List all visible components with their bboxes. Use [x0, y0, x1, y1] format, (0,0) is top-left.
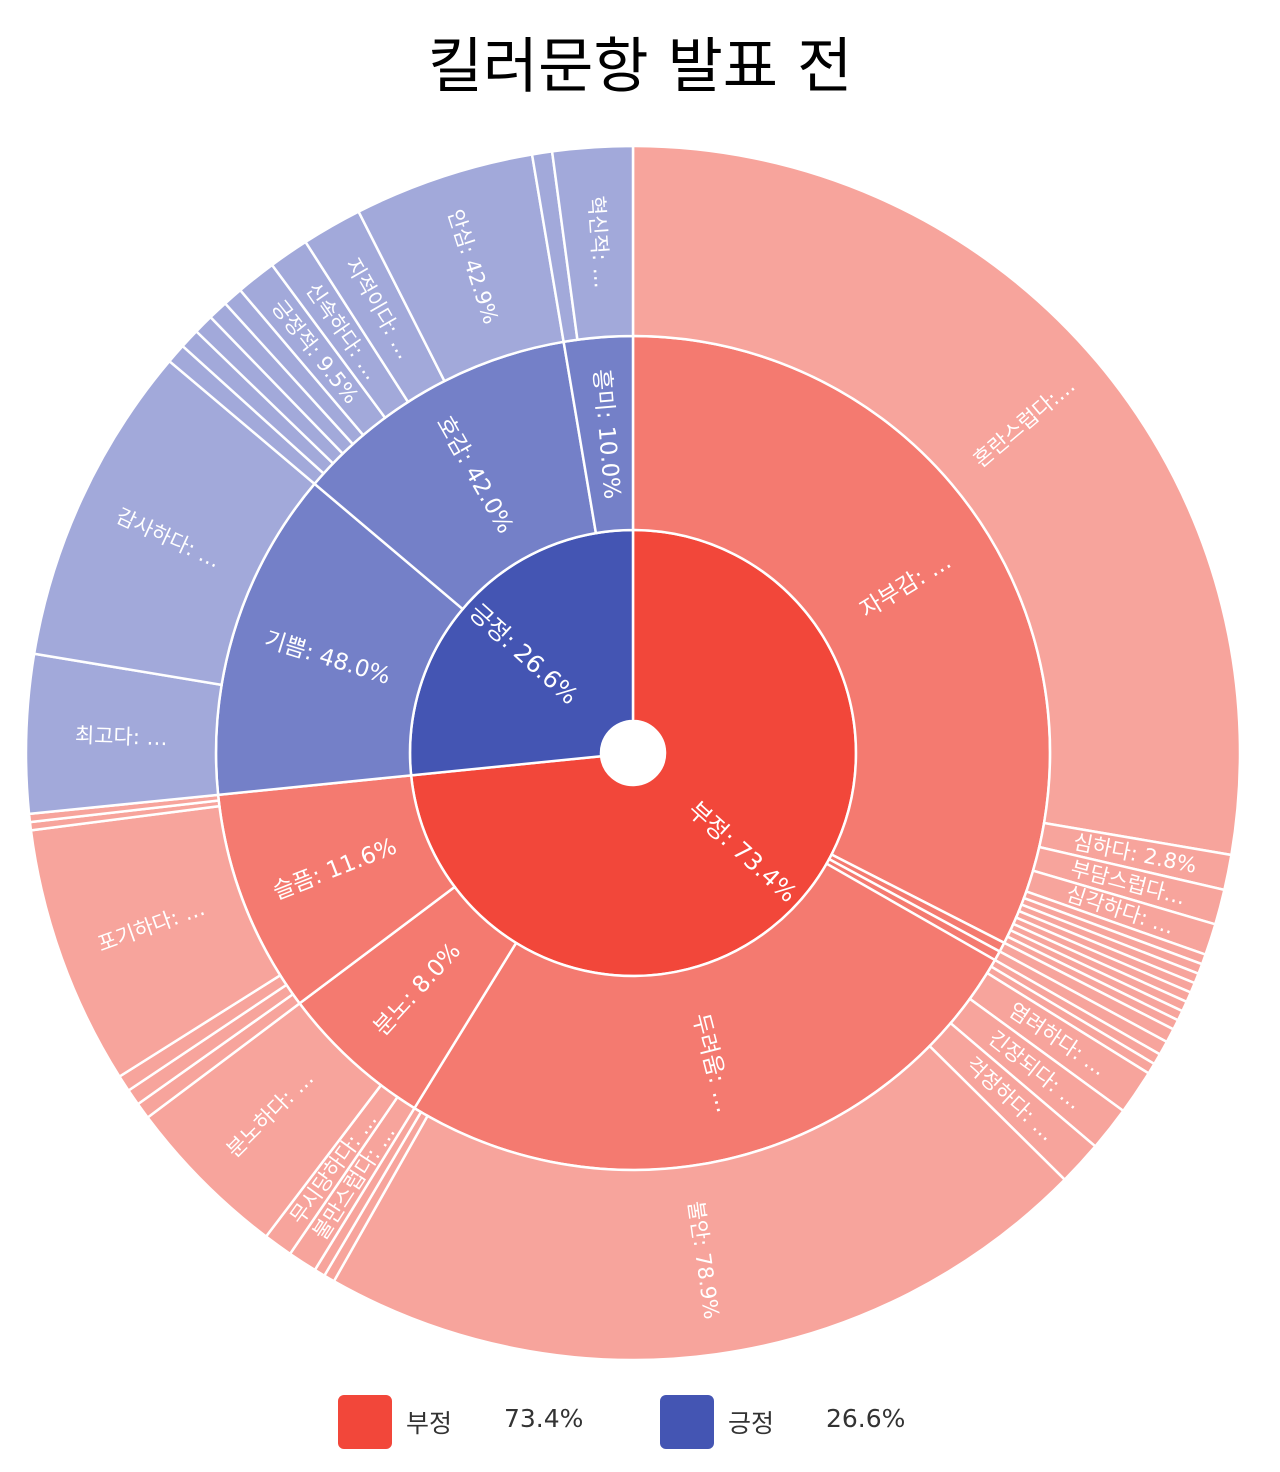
sunburst-segments [24, 144, 1242, 1362]
legend: 부정 73.4% 긍정 26.6% [0, 1392, 1280, 1452]
legend-value-negative: 73.4% [504, 1404, 584, 1433]
label-3-최고다: 최고다: … [75, 723, 168, 750]
chart-title: 킬러문항 발표 전 [427, 32, 853, 102]
segment-3-혼란스럽다[interactable] [631, 144, 1242, 857]
legend-label-positive: 긍정 [728, 1409, 775, 1438]
legend-swatch-negative [338, 1395, 392, 1449]
segment-3-혁신적[interactable] [550, 144, 635, 342]
legend-label-negative: 부정 [406, 1409, 453, 1438]
legend-value-positive: 26.6% [826, 1404, 906, 1433]
sunburst-chart: 부정: 73.4%자부감: …혼란스럽다:…심하다: 2.8%부담스럽다…심각하… [24, 144, 1242, 1362]
segment-3-불안-78-9[interactable] [332, 1044, 1067, 1362]
center-hole [601, 721, 665, 785]
legend-swatch-positive [660, 1395, 714, 1449]
